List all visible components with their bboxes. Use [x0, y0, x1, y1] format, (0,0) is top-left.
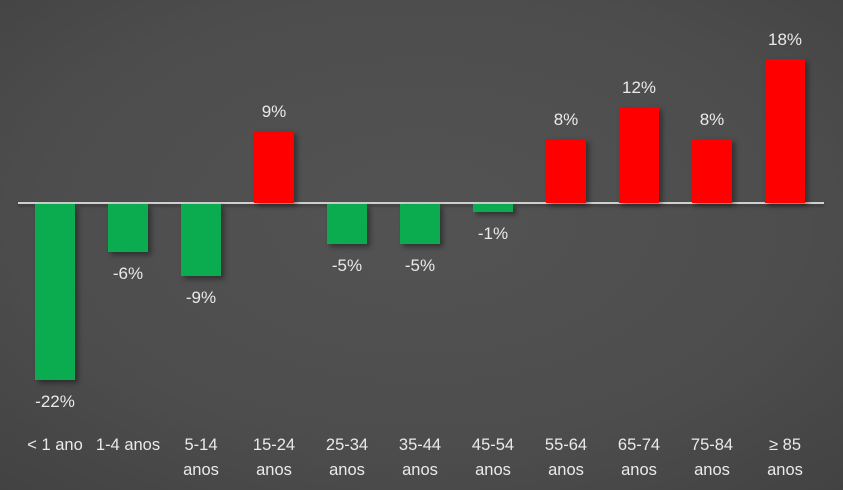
- category-label-line: 75-84: [690, 436, 734, 454]
- category-label-1-4 anos: 1-4 anos: [83, 433, 173, 458]
- value-label-5-14 anos: -9%: [185, 288, 217, 307]
- category-label-55-64 anos: 55-64 anos: [521, 433, 611, 483]
- value-label-35-44 anos: -5%: [404, 256, 436, 275]
- category-label-line: anos: [329, 461, 365, 479]
- value-label-65-74 anos: 12%: [621, 78, 657, 97]
- positive-bar-55-64 anos: [546, 139, 586, 203]
- negative-bar-45-54 anos: [473, 204, 513, 212]
- category-label-line: 55-64: [544, 436, 588, 454]
- category-label-line: ≥ 85: [769, 436, 801, 454]
- negative-bar-< 1 ano: [35, 204, 75, 380]
- value-label-≥ 85 anos: 18%: [767, 30, 803, 49]
- category-label-line: anos: [183, 461, 219, 479]
- category-label-line: anos: [256, 461, 292, 479]
- category-label-line: anos: [621, 461, 657, 479]
- category-label-25-34 anos: 25-34 anos: [302, 433, 392, 483]
- negative-bar-35-44 anos: [400, 204, 440, 244]
- category-label-line: anos: [548, 461, 584, 479]
- x-axis-line: [18, 202, 824, 204]
- category-label-≥ 85 anos: ≥ 85 anos: [740, 433, 830, 483]
- value-label-15-24 anos: 9%: [261, 102, 287, 121]
- negative-bar-25-34 anos: [327, 204, 367, 244]
- category-label-line: 15-24: [252, 436, 296, 454]
- positive-bar-65-74 anos: [619, 107, 659, 203]
- category-label-line: 35-44: [398, 436, 442, 454]
- positive-bar-15-24 anos: [254, 131, 294, 203]
- category-label-5-14 anos: 5-14 anos: [156, 433, 246, 483]
- category-label-65-74 anos: 65-74 anos: [594, 433, 684, 483]
- value-label-1-4 anos: -6%: [112, 264, 144, 283]
- value-label-55-64 anos: 8%: [553, 110, 579, 129]
- category-label-line: anos: [402, 461, 438, 479]
- category-label-line: 45-54: [471, 436, 515, 454]
- category-label-15-24 anos: 15-24 anos: [229, 433, 319, 483]
- positive-bar-75-84 anos: [692, 139, 732, 203]
- negative-bar-5-14 anos: [181, 204, 221, 276]
- category-label-line: 25-34: [325, 436, 369, 454]
- value-label-25-34 anos: -5%: [331, 256, 363, 275]
- category-label-line: anos: [475, 461, 511, 479]
- category-label-< 1 ano: < 1 ano: [10, 433, 100, 458]
- category-label-75-84 anos: 75-84 anos: [667, 433, 757, 483]
- category-label-line: < 1 ano: [27, 436, 83, 454]
- positive-bar-≥ 85 anos: [765, 59, 805, 203]
- category-label-line: 1-4 anos: [95, 436, 161, 454]
- category-label-line: 5-14: [184, 436, 218, 454]
- value-label-75-84 anos: 8%: [699, 110, 725, 129]
- category-label-line: anos: [694, 461, 730, 479]
- value-label-45-54 anos: -1%: [477, 224, 509, 243]
- category-label-line: anos: [767, 461, 803, 479]
- category-label-line: 65-74: [617, 436, 661, 454]
- category-label-45-54 anos: 45-54 anos: [448, 433, 538, 483]
- category-label-35-44 anos: 35-44 anos: [375, 433, 465, 483]
- negative-bar-1-4 anos: [108, 204, 148, 252]
- value-label-< 1 ano: -22%: [35, 392, 75, 411]
